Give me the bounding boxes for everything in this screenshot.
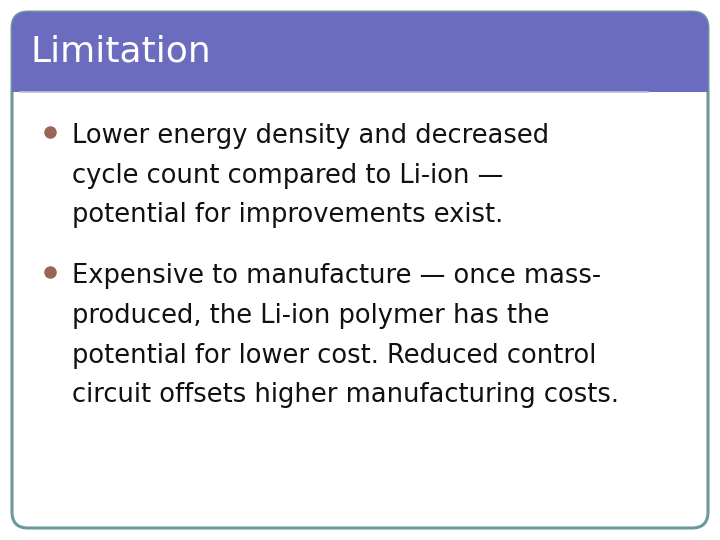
Text: Expensive to manufacture — once mass-: Expensive to manufacture — once mass- [72,263,601,289]
FancyBboxPatch shape [12,12,708,528]
FancyBboxPatch shape [12,12,708,92]
Text: circuit offsets higher manufacturing costs.: circuit offsets higher manufacturing cos… [72,382,619,408]
Text: produced, the Li-ion polymer has the: produced, the Li-ion polymer has the [72,303,549,329]
Bar [12,52,708,92]
Text: cycle count compared to Li-ion —: cycle count compared to Li-ion — [72,163,503,188]
Text: potential for lower cost. Reduced control: potential for lower cost. Reduced contro… [72,342,596,368]
Text: Limitation: Limitation [30,35,211,69]
Text: Lower energy density and decreased: Lower energy density and decreased [72,123,549,149]
Text: potential for improvements exist.: potential for improvements exist. [72,202,503,228]
